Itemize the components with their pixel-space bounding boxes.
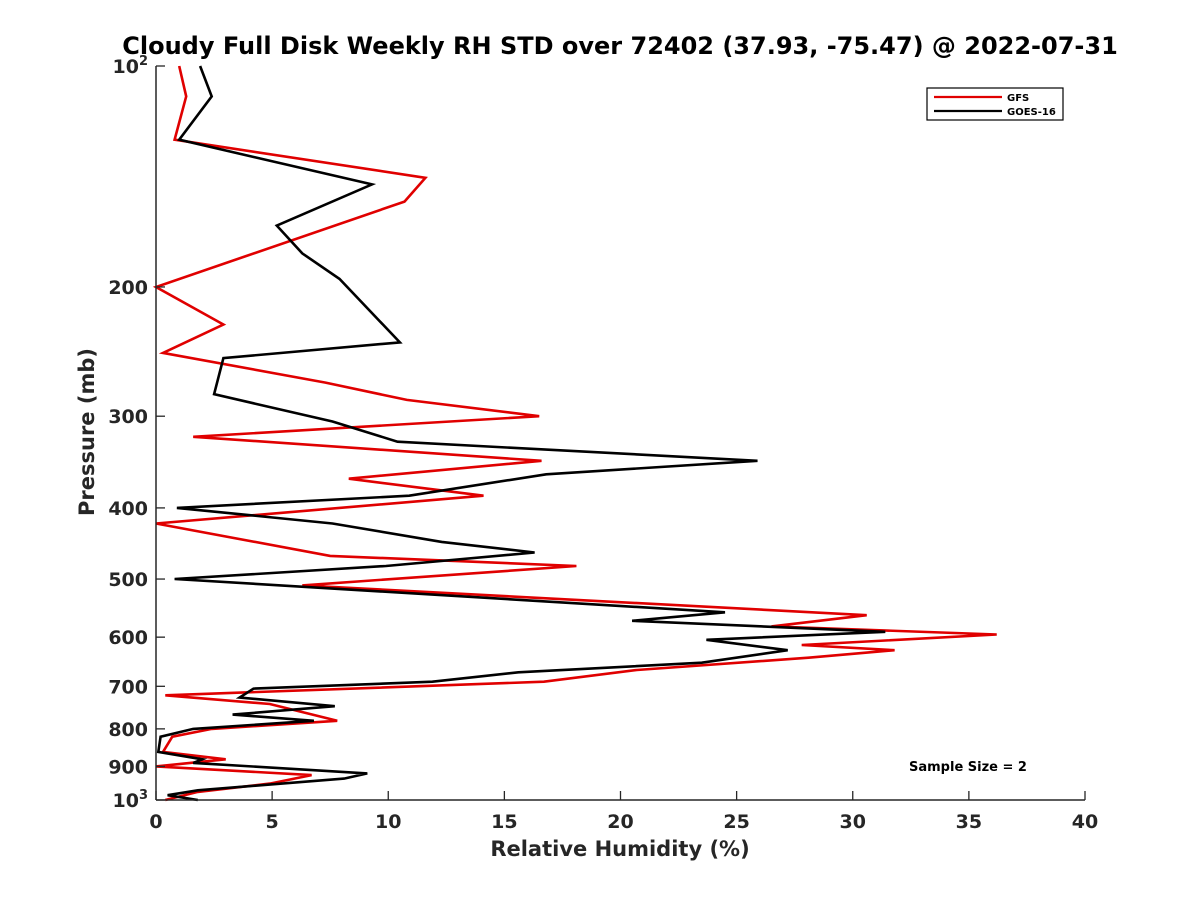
x-axis-label: Relative Humidity (%) <box>490 837 749 861</box>
x-tick-label: 40 <box>1072 811 1098 833</box>
y-tick-label: 400 <box>108 498 148 520</box>
sample-size-annotation: Sample Size = 2 <box>909 760 1027 775</box>
x-tick-label: 35 <box>956 811 982 833</box>
series-line-gfs <box>152 65 997 802</box>
x-tick-label: 15 <box>491 811 517 833</box>
y-tick-label: 500 <box>108 569 148 591</box>
y-tick-label: 300 <box>108 406 148 428</box>
x-tick-label: 10 <box>375 811 401 833</box>
x-tick-label: 25 <box>723 811 749 833</box>
x-tick-label: 20 <box>607 811 633 833</box>
series-line-goes-16 <box>156 65 886 802</box>
chart-title: Cloudy Full Disk Weekly RH STD over 7240… <box>122 32 1118 60</box>
x-tick-label: 0 <box>149 811 162 833</box>
y-tick-label: 600 <box>108 627 148 649</box>
x-tick-label: 5 <box>266 811 279 833</box>
y-tick-label: 200 <box>108 277 148 299</box>
y-tick-label: 700 <box>108 676 148 698</box>
y-tick-label: 800 <box>108 719 148 741</box>
legend: GFS GOES-16 <box>926 87 1064 121</box>
legend-box <box>926 87 1064 121</box>
x-axis-ticks: 0 5 10 15 20 25 30 35 40 <box>149 791 1098 833</box>
x-tick-label: 30 <box>840 811 866 833</box>
y-axis-label: Pressure (mb) <box>75 348 99 516</box>
legend-label-gfs: GFS <box>1007 93 1029 104</box>
legend-label-goes-16: GOES-16 <box>1007 107 1056 118</box>
plot-area <box>152 65 1085 802</box>
y-tick-label: 900 <box>108 756 148 778</box>
